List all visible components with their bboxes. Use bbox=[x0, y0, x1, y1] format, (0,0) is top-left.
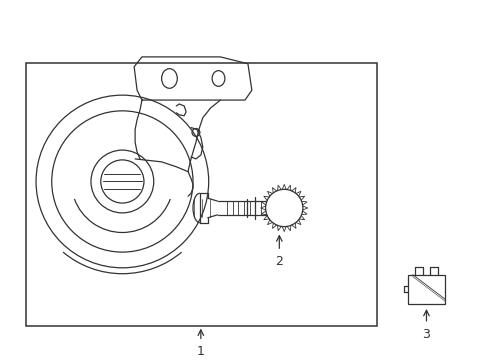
Bar bbox=[407, 275, 444, 304]
Text: 1: 1 bbox=[197, 345, 204, 358]
Bar bbox=[26, 63, 377, 326]
Text: 2: 2 bbox=[275, 255, 283, 268]
Text: 3: 3 bbox=[422, 328, 429, 341]
